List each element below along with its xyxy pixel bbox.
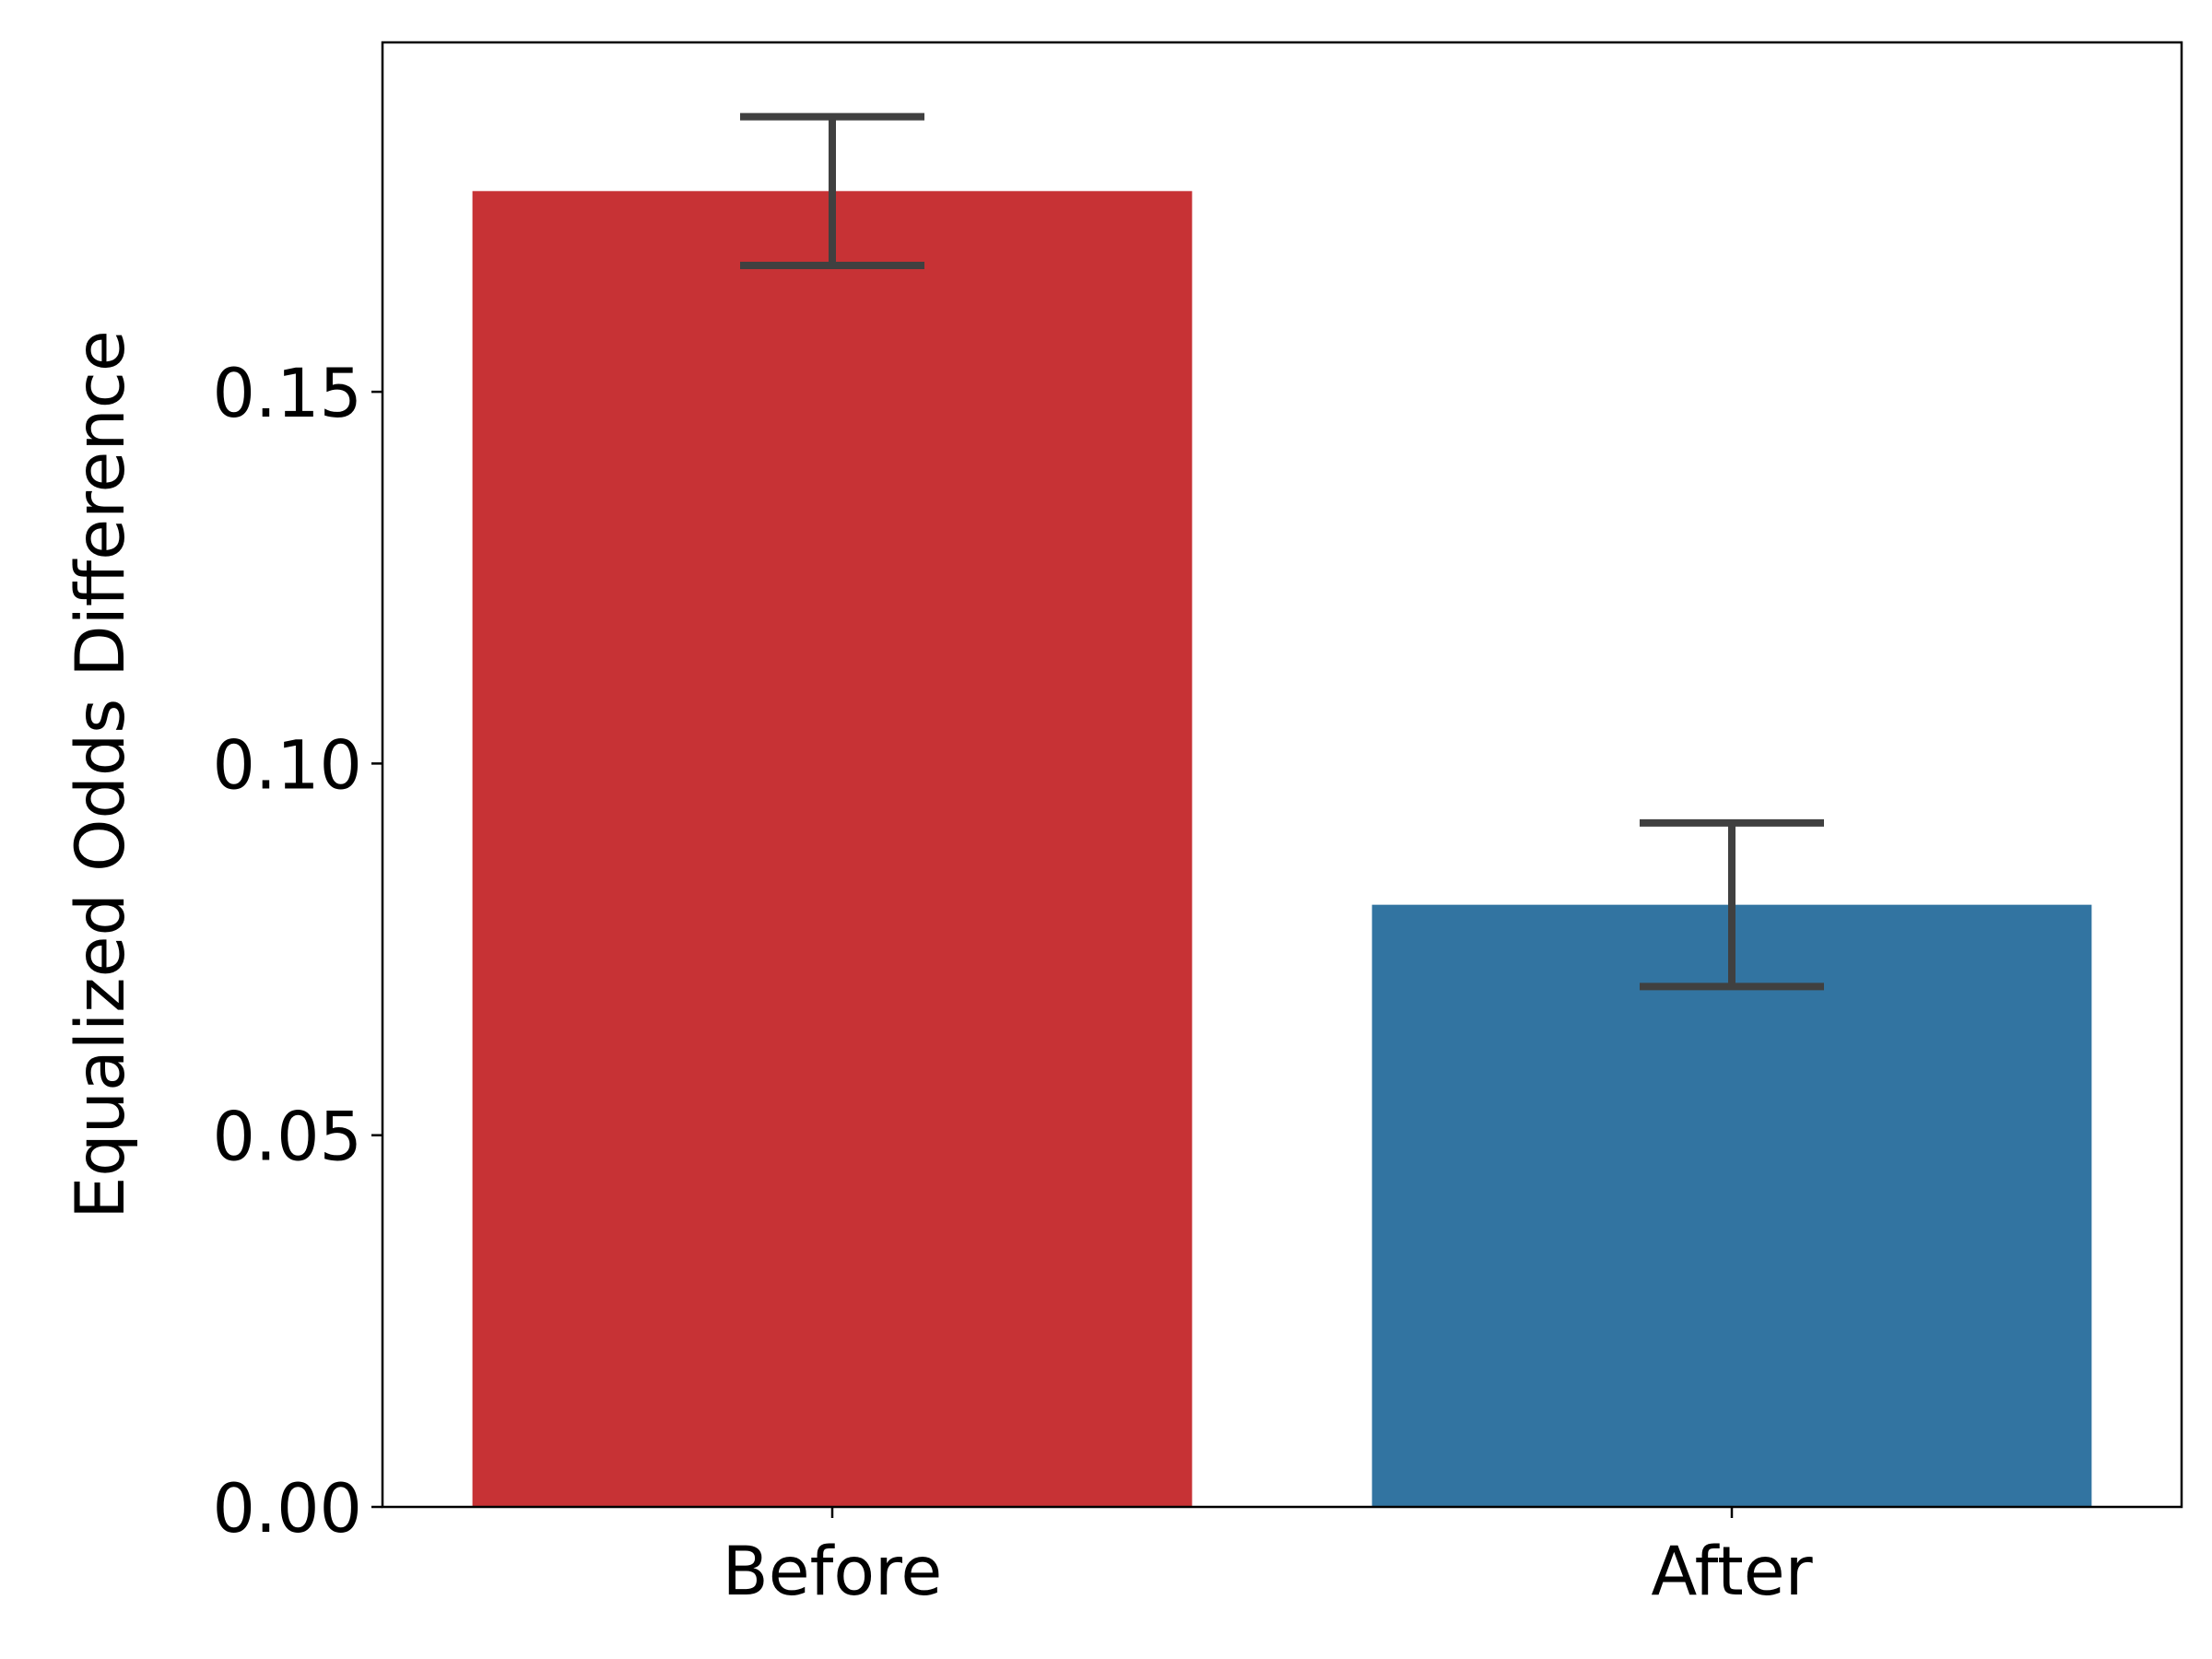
y-axis: 0.00 0.05 0.10 0.15 xyxy=(212,355,382,1548)
y-tick-label: 0.10 xyxy=(212,726,362,805)
x-tick-label-after: After xyxy=(1651,1533,1813,1611)
bar-after xyxy=(1371,904,2092,1507)
bar-before xyxy=(472,191,1193,1507)
y-tick-label: 0.05 xyxy=(212,1099,362,1177)
plot-frame xyxy=(381,41,2183,1509)
x-axis: Before After xyxy=(723,1507,1814,1611)
y-axis-label: Equalized Odds Difference xyxy=(62,330,140,1219)
y-tick-label: 0.00 xyxy=(212,1470,362,1548)
error-bars-layer xyxy=(740,112,1824,991)
bars-layer xyxy=(472,191,2092,1507)
x-tick-label-before: Before xyxy=(723,1533,943,1611)
y-tick-label: 0.15 xyxy=(212,355,362,433)
